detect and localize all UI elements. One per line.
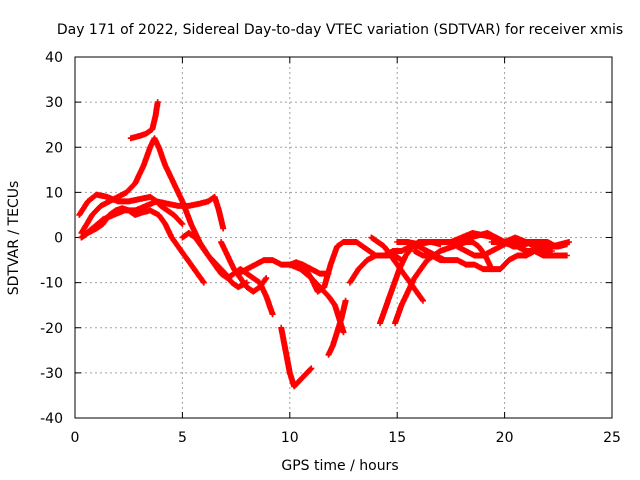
data-points xyxy=(76,99,572,390)
series-track-4 xyxy=(78,193,227,241)
y-tick-label: 30 xyxy=(45,95,63,111)
x-tick-label: 5 xyxy=(178,430,187,446)
series-track-21 xyxy=(488,239,572,250)
data-point-markers xyxy=(325,297,349,358)
y-axis-label: SDTVAR / TECUs xyxy=(6,181,22,296)
series-track-3 xyxy=(127,99,161,142)
x-tick-label: 20 xyxy=(496,430,514,446)
data-point-markers xyxy=(127,99,161,142)
series-track-11 xyxy=(325,297,349,358)
x-tick-label: 10 xyxy=(281,430,299,446)
y-tick-label: 40 xyxy=(45,50,63,66)
y-tick-label: 0 xyxy=(54,231,63,247)
y-tick-labels: -40 -30 -20 -10 0 10 20 30 40 xyxy=(40,50,63,427)
series-track-7 xyxy=(218,239,270,295)
data-point-markers xyxy=(218,239,270,295)
y-tick-label: -40 xyxy=(40,411,63,427)
plot-frame xyxy=(74,56,613,419)
data-point-markers xyxy=(488,239,572,250)
data-point-markers xyxy=(78,135,250,291)
y-tick-label: -30 xyxy=(40,366,63,382)
y-tick-label: 10 xyxy=(45,185,63,201)
x-axis-label: GPS time / hours xyxy=(281,458,398,474)
series-track-2 xyxy=(78,135,250,291)
series-track-9 xyxy=(278,324,315,390)
y-tick-label: -20 xyxy=(40,321,63,337)
data-point-markers xyxy=(78,205,207,286)
x-tick-label: 0 xyxy=(71,430,80,446)
data-point-markers xyxy=(278,324,315,390)
y-tick-label: 20 xyxy=(45,140,63,156)
series-track-5 xyxy=(78,205,207,286)
chart-title: Day 171 of 2022, Sidereal Day-to-day VTE… xyxy=(57,22,623,38)
data-point-markers xyxy=(78,193,227,241)
x-tick-label: 15 xyxy=(388,430,406,446)
series-track-12 xyxy=(299,239,405,295)
x-tick-label: 25 xyxy=(603,430,621,446)
y-tick-label: -10 xyxy=(40,276,63,292)
x-tick-labels: 0 5 10 15 20 25 xyxy=(71,430,621,446)
data-point-markers xyxy=(299,239,405,295)
